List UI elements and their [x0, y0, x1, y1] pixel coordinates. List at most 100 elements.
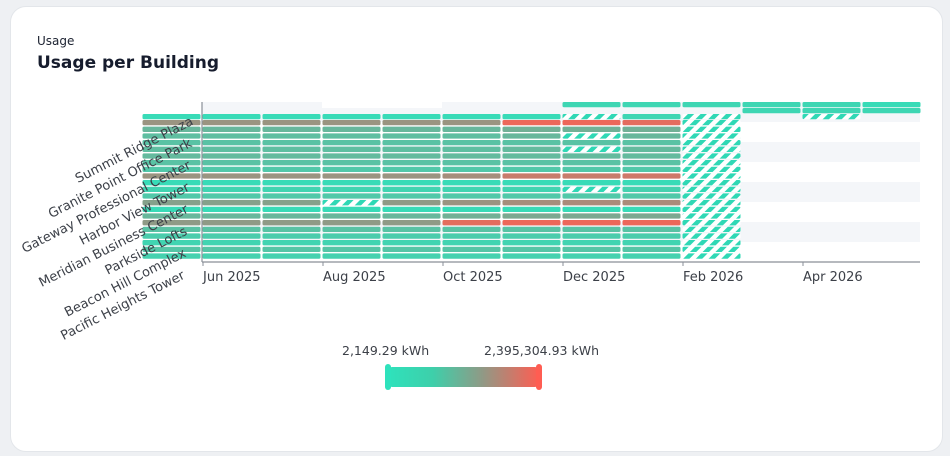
heatmap-cell [142, 226, 201, 233]
heatmap-cell [382, 233, 441, 239]
heatmap-cell [322, 206, 381, 213]
heatmap-cell [442, 166, 501, 172]
heatmap-cell [502, 226, 561, 233]
heatmap-cell [202, 153, 261, 159]
heatmap-cell [322, 126, 381, 132]
x-tick-label: Aug 2025 [323, 270, 386, 285]
heatmap-cell [502, 120, 561, 126]
heatmap-cell [202, 233, 261, 239]
heatmap-cell [382, 246, 441, 253]
heatmap-cell [562, 240, 621, 246]
heatmap-cell [142, 140, 201, 146]
heatmap-cell [382, 153, 441, 159]
max-range-handle[interactable] [536, 364, 542, 390]
heatmap-cell [742, 108, 801, 114]
row-band-gap [322, 102, 442, 108]
heatmap-cell [382, 166, 441, 172]
heatmap-cell [382, 173, 441, 179]
heatmap-cell [322, 240, 381, 246]
heatmap-cell [382, 193, 441, 199]
heatmap-cell [322, 226, 381, 233]
heatmap-cell [442, 120, 501, 126]
heatmap-cell [562, 120, 621, 126]
heatmap-cell [442, 133, 501, 139]
heatmap-cell [262, 193, 321, 199]
heatmap-cell [142, 186, 201, 192]
heatmap-cell [322, 133, 381, 139]
heatmap-cell [142, 173, 201, 179]
heatmap-cell [382, 114, 441, 120]
heatmap-cell [142, 213, 201, 219]
heatmap-cell [442, 126, 501, 132]
heatmap-cell [502, 213, 561, 219]
heatmap-cell [502, 133, 561, 139]
heatmap-cell [202, 246, 261, 253]
heatmap-cell [262, 233, 321, 239]
heatmap-cell [502, 206, 561, 213]
heatmap-cell [682, 220, 741, 226]
heatmap-cell [562, 180, 621, 186]
heatmap-cell [682, 102, 741, 108]
legend-max-label: 2,395,304.93 kWh [484, 343, 599, 358]
heatmap-cell [562, 160, 621, 166]
heatmap-cell [562, 133, 621, 139]
heatmap-cell [262, 140, 321, 146]
heatmap-cell [502, 220, 561, 226]
min-range-handle[interactable] [385, 364, 391, 390]
heatmap-cell [622, 180, 681, 186]
heatmap-cell [442, 173, 501, 179]
heatmap-cell [262, 173, 321, 179]
heatmap-cell [442, 233, 501, 239]
heatmap-cell [202, 160, 261, 166]
heatmap-cell [442, 186, 501, 192]
heatmap-cell [562, 246, 621, 253]
heatmap-cell [622, 226, 681, 233]
heatmap-cell [502, 233, 561, 239]
heatmap-cell [682, 213, 741, 219]
heatmap-cell [142, 166, 201, 172]
heatmap-cell [502, 200, 561, 206]
heatmap-cell [142, 220, 201, 226]
heatmap-cell [622, 146, 681, 152]
heatmap-cell [562, 146, 621, 152]
heatmap-cell [202, 220, 261, 226]
heatmap-cell [262, 180, 321, 186]
heatmap-cell [142, 146, 201, 152]
heatmap-cell [262, 213, 321, 219]
heatmap-cell [322, 186, 381, 192]
heatmap-cell [562, 114, 621, 120]
heatmap-cell [442, 180, 501, 186]
heatmap-cell [622, 166, 681, 172]
heatmap-cell [502, 166, 561, 172]
heatmap-cell [202, 240, 261, 246]
heatmap-cell [442, 153, 501, 159]
heatmap-cell [622, 246, 681, 253]
x-tick-label: Dec 2025 [563, 270, 625, 285]
heatmap-cell [142, 200, 201, 206]
heatmap-cell [262, 200, 321, 206]
heatmap-cell [142, 153, 201, 159]
heatmap-cell [382, 213, 441, 219]
heatmap-cell [202, 146, 261, 152]
heatmap-cell [442, 253, 501, 259]
heatmap-cell [142, 126, 201, 132]
heatmap-cell [502, 114, 561, 120]
heatmap-cell [322, 114, 381, 120]
heatmap-cell [622, 200, 681, 206]
heatmap-cell [502, 186, 561, 192]
heatmap-cell [322, 233, 381, 239]
heatmap-cell [262, 206, 321, 213]
heatmap-cell [202, 253, 261, 259]
heatmap-cell [562, 153, 621, 159]
heatmap-cell [622, 233, 681, 239]
heatmap-cell [142, 246, 201, 253]
heatmap-cell [502, 253, 561, 259]
heatmap-cell [322, 180, 381, 186]
heatmap-cell [562, 253, 621, 259]
color-scale-bar [385, 364, 542, 390]
heatmap-cell [502, 126, 561, 132]
heatmap-cell [682, 146, 741, 152]
heatmap-cell [382, 200, 441, 206]
heatmap-cell [622, 213, 681, 219]
heatmap-cell [262, 114, 321, 120]
